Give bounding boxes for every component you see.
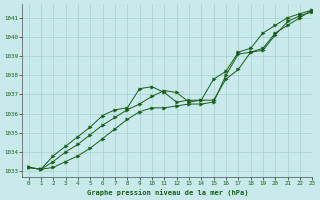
X-axis label: Graphe pression niveau de la mer (hPa): Graphe pression niveau de la mer (hPa): [87, 189, 248, 196]
